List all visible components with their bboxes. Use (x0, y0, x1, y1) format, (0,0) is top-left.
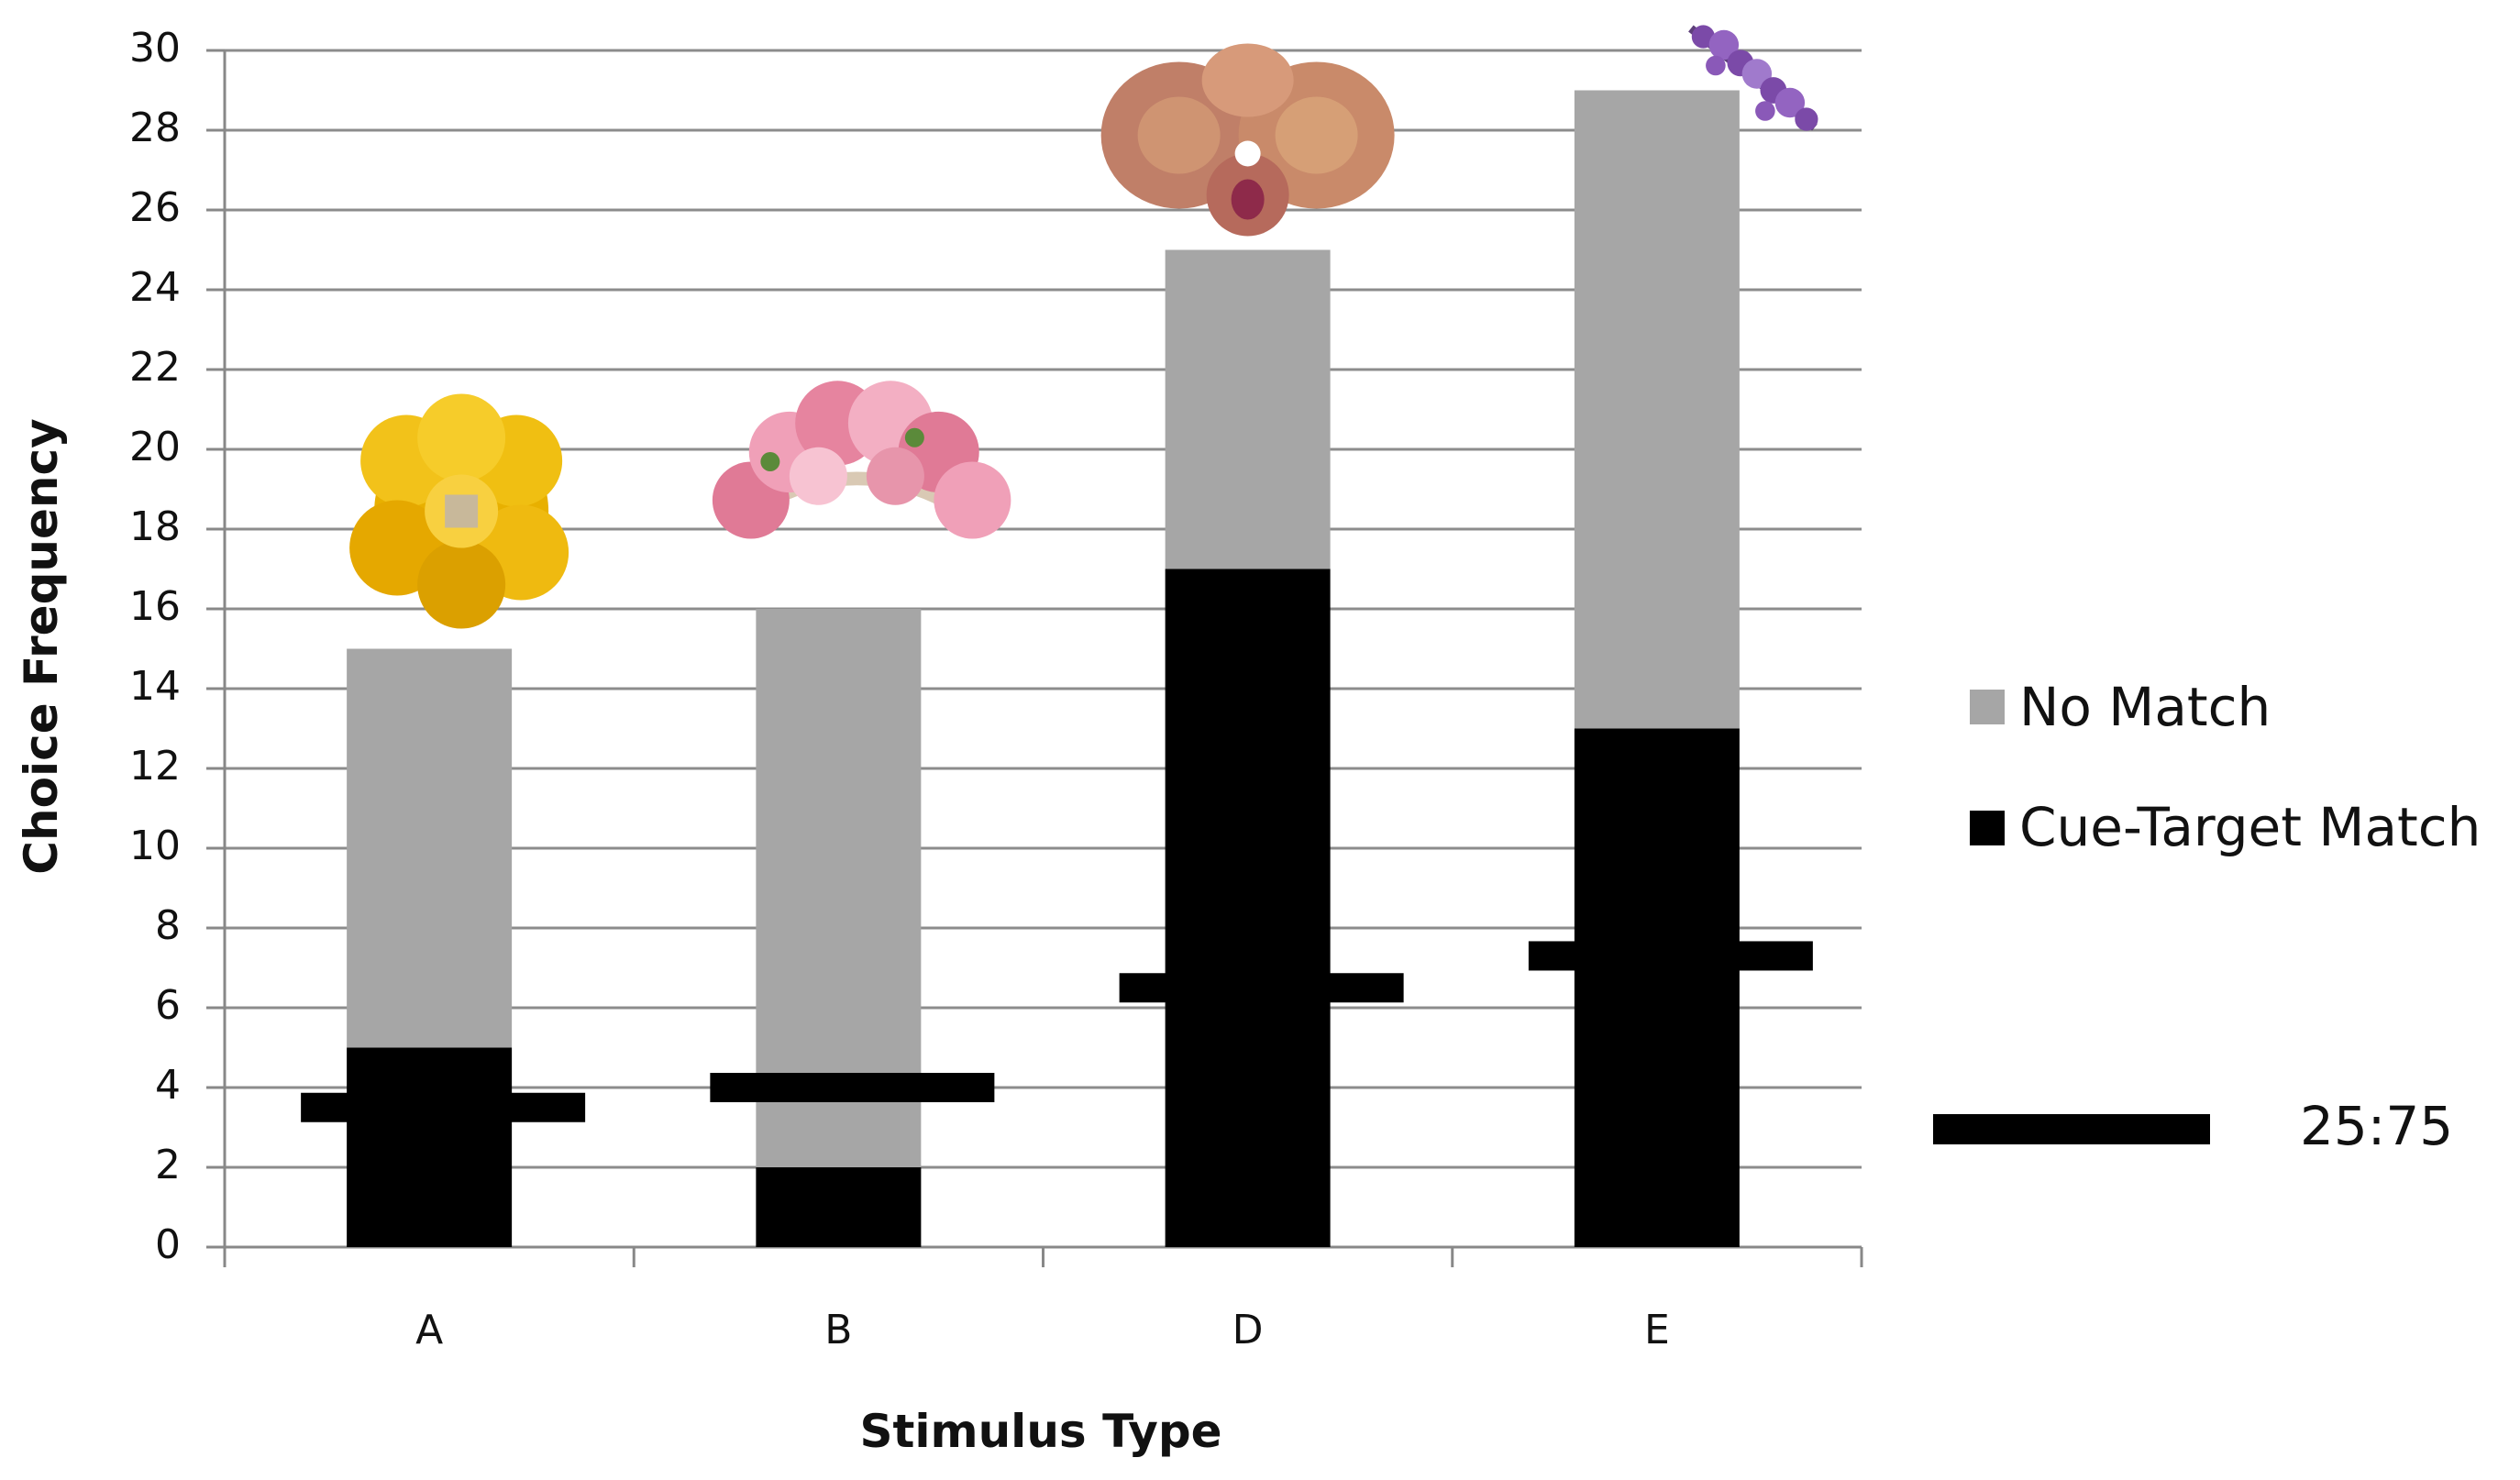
y-tick-label: 10 (129, 823, 181, 869)
legend-swatch-ratio (1933, 1114, 2210, 1144)
y-tick-label: 6 (155, 982, 181, 1029)
ratio-marker (710, 1073, 995, 1102)
bar-segment-no-match (347, 648, 513, 1048)
legend-label-ratio: 25:75 (2300, 1095, 2453, 1157)
bar-segment-cue-target-match (1165, 569, 1331, 1247)
legend-label-cue-target-match: Cue-Target Match (2019, 796, 2481, 858)
y-tick-label: 30 (129, 25, 181, 72)
y-tick-label: 22 (129, 344, 181, 391)
x-tick-label: B (824, 1307, 852, 1353)
legend: No Match Cue-Target Match 25:75 (1933, 676, 2481, 1157)
y-tick-label: 16 (129, 583, 181, 630)
y-tick-label: 20 (129, 424, 181, 470)
y-tick-label: 14 (129, 663, 181, 710)
ratio-marker (1119, 973, 1404, 1003)
y-tick-label: 8 (155, 902, 181, 949)
bar-segment-cue-target-match (347, 1047, 513, 1247)
y-tick-label: 12 (129, 743, 181, 790)
y-tick-label: 24 (129, 264, 181, 311)
bar-segment-no-match (1165, 249, 1331, 569)
x-tick-label: A (415, 1307, 443, 1353)
ratio-markers (301, 941, 1813, 1122)
y-axis-title: Choice Frequency (15, 418, 68, 874)
yellow-flower-icon (349, 393, 569, 629)
bar-segment-no-match (1574, 90, 1740, 729)
ratio-marker (301, 1092, 586, 1122)
legend-swatch-cue-target-match (1970, 811, 2005, 845)
y-tick-label: 18 (129, 503, 181, 550)
legend-label-no-match: No Match (2019, 676, 2271, 738)
x-tick-label: E (1644, 1307, 1670, 1353)
y-tick-label: 28 (129, 105, 181, 151)
legend-swatch-no-match (1970, 690, 2005, 724)
x-axis-title: Stimulus Type (859, 1405, 1221, 1458)
x-tick-label: D (1232, 1307, 1264, 1353)
y-tick-label: 2 (155, 1142, 181, 1188)
y-tick-label: 26 (129, 184, 181, 231)
bar-segment-cue-target-match (1574, 728, 1740, 1247)
y-tick-label: 0 (155, 1221, 181, 1268)
ratio-marker (1528, 941, 1813, 971)
bar-segment-cue-target-match (756, 1167, 922, 1247)
bars (347, 90, 1740, 1247)
pink-flower-cluster-icon (713, 381, 1011, 538)
orchid-icon (1100, 43, 1395, 237)
y-tick-label: 4 (155, 1062, 181, 1109)
